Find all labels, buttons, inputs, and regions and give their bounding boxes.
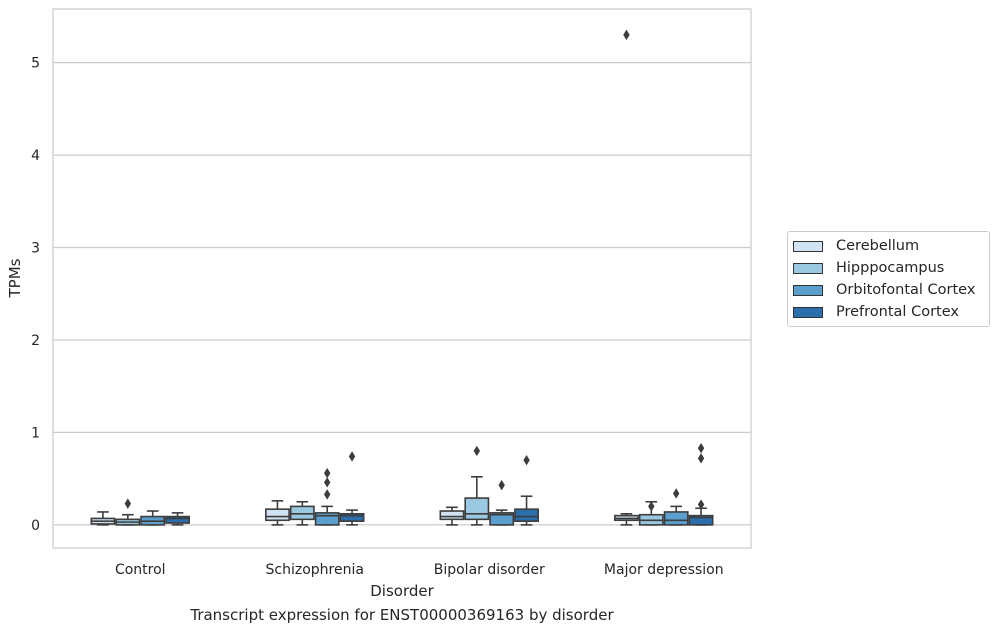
legend-label-prefrontal: Prefrontal Cortex <box>836 304 959 320</box>
chart-title: Transcript expression for ENST0000036916… <box>190 606 614 624</box>
outlier-point <box>697 442 705 454</box>
legend-item-hippocampus: Hipppocampus <box>793 257 944 279</box>
legend-swatch-hippocampus <box>793 262 823 274</box>
plot-frame <box>52 8 752 549</box>
y-tick-label: 1 <box>31 425 40 441</box>
box-hipppocampus-2 <box>464 445 490 526</box>
x-axis-label: Disorder <box>370 582 434 600</box>
box-body <box>265 508 290 522</box>
legend-label-cerebellum: Cerebellum <box>836 238 920 254</box>
box-body <box>289 505 315 521</box>
box-body <box>663 511 689 526</box>
outlier-point <box>623 29 630 41</box>
outlier-point <box>323 467 331 479</box>
box-body <box>688 514 714 526</box>
box-hipppocampus-3 <box>638 500 664 526</box>
x-tick-label: Major depression <box>604 562 724 578</box>
legend-label-orbitofrontal: Orbitofontal Cortex <box>836 282 976 298</box>
legend-item-prefrontal: Prefrontal Cortex <box>793 301 959 323</box>
outlier-point <box>498 479 505 491</box>
legend-swatch-prefrontal <box>793 306 823 318</box>
outlier-point <box>348 451 356 462</box>
outlier-point <box>473 445 481 457</box>
box-cerebellum-0 <box>90 511 116 526</box>
box-body <box>439 510 465 521</box>
box-prefrontal-cortex-0 <box>165 512 190 526</box>
box-cerebellum-3 <box>614 29 639 526</box>
box-orbitofontal-cortex-2 <box>489 479 515 526</box>
box-prefrontal-cortex-2 <box>514 454 539 526</box>
x-tick-label: Control <box>115 562 166 578</box>
y-tick-label: 3 <box>31 241 40 257</box>
box-orbitofontal-cortex-1 <box>314 467 340 526</box>
y-tick-label: 4 <box>31 148 40 164</box>
box-hipppocampus-1 <box>289 500 315 526</box>
outlier-point <box>672 488 680 499</box>
outlier-point <box>323 489 331 500</box>
box-body <box>165 515 190 524</box>
box-orbitofontal-cortex-3 <box>663 488 689 526</box>
y-tick-labels: 0 1 2 3 4 5 <box>31 56 40 534</box>
legend-label-hippocampus: Hipppocampus <box>836 260 945 276</box>
box-prefrontal-cortex-3 <box>688 442 714 526</box>
legend-item-orbitofrontal: Orbitofontal Cortex <box>793 279 975 301</box>
box-body <box>314 512 340 526</box>
outlier-point <box>648 501 655 512</box>
outlier-point <box>523 454 530 466</box>
box-cerebellum-1 <box>265 500 290 526</box>
box-hipppocampus-0 <box>115 498 141 526</box>
box-body <box>339 512 365 522</box>
legend: Cerebellum Hipppocampus Orbitofontal Cor… <box>787 231 990 327</box>
y-tick-label: 2 <box>31 333 40 349</box>
outlier-point <box>697 499 705 510</box>
outlier-point <box>124 498 132 509</box>
legend-swatch-orbitofrontal <box>793 284 823 296</box>
x-tick-labels: Control Schizophrenia Bipolar disorder Majo… <box>115 562 724 578</box>
outlier-point <box>697 453 705 464</box>
legend-swatch-cerebellum <box>793 240 823 252</box>
box-body <box>464 497 490 521</box>
box-cerebellum-2 <box>439 506 465 526</box>
y-tick-label: 0 <box>31 518 40 534</box>
legend-item-cerebellum: Cerebellum <box>793 235 919 257</box>
box-body <box>514 508 539 522</box>
box-prefrontal-cortex-1 <box>339 451 365 526</box>
boxes <box>90 29 714 526</box>
outlier-point <box>323 477 331 488</box>
plot-background <box>53 9 751 548</box>
box-body <box>489 512 515 526</box>
y-axis-label: TPMs <box>6 258 24 298</box>
box-orbitofontal-cortex-0 <box>140 510 166 526</box>
y-tick-label: 5 <box>31 56 40 72</box>
grid-lines <box>53 61 751 526</box>
x-tick-label: Bipolar disorder <box>434 562 545 578</box>
x-tick-label: Schizophrenia <box>266 562 364 578</box>
